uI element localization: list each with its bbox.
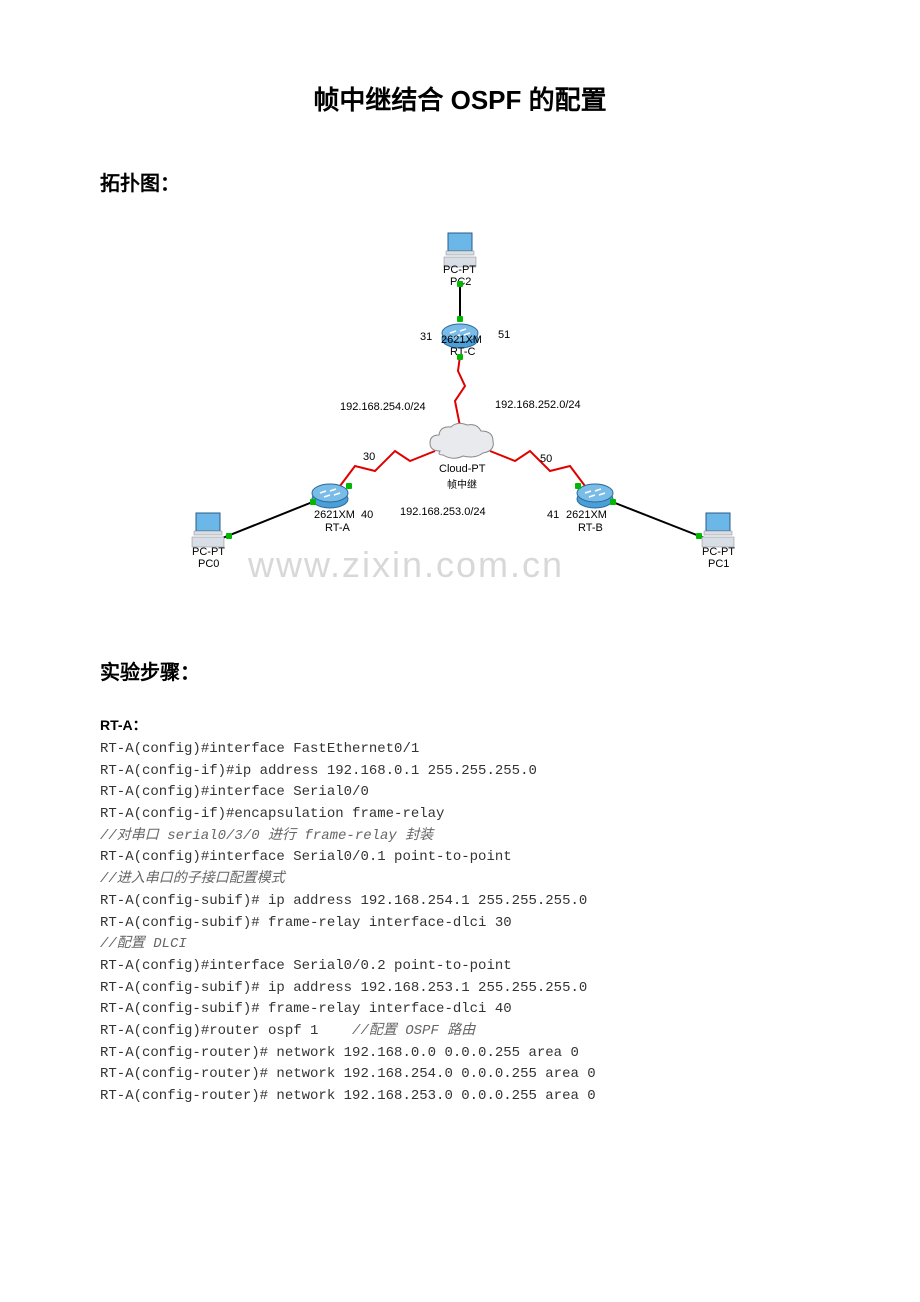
cloud-label-name: 帧中继 — [447, 476, 477, 491]
code-line: RT-A(config-if)#ip address 192.168.0.1 2… — [100, 761, 820, 783]
steps-heading: 实验步骤： — [100, 656, 820, 685]
cloud-label-type: Cloud-PT — [439, 463, 485, 475]
link-dot — [575, 483, 581, 489]
code-comment: //进入串口的子接口配置模式 — [100, 869, 820, 891]
config-code-block: RT-A(config)#interface FastEthernet0/1 R… — [100, 739, 820, 1108]
dlci-50: 50 — [540, 453, 552, 465]
dlci-51: 51 — [498, 329, 510, 341]
code-line: RT-A(config-router)# network 192.168.0.0… — [100, 1043, 820, 1065]
rtb-label-name: RT-B — [578, 522, 603, 534]
dlci-31: 31 — [420, 331, 432, 343]
link-dot — [346, 483, 352, 489]
topology-heading: 拓扑图： — [100, 167, 820, 196]
code-line: RT-A(config)#interface Serial0/0.2 point… — [100, 956, 820, 978]
rta-label-type: 2621XM — [314, 509, 355, 521]
code-line: RT-A(config-router)# network 192.168.253… — [100, 1086, 820, 1108]
page-title: 帧中继结合 OSPF 的配置 — [100, 80, 820, 117]
code-line: RT-A(config-if)#encapsulation frame-rela… — [100, 804, 820, 826]
topology-diagram: PC-PT PC2 31 51 2621XM RT-C 192.168.254.… — [100, 226, 820, 606]
code-line: RT-A(config)#router ospf 1 //配置 OSPF 路由 — [100, 1021, 820, 1043]
rtb-label-type: 2621XM — [566, 509, 607, 521]
pc0-label-type: PC-PT — [192, 546, 225, 558]
link-dot — [226, 533, 232, 539]
pc1-label-type: PC-PT — [702, 546, 735, 558]
router-section-label: RT-A： — [100, 715, 820, 735]
code-comment: //配置 DLCI — [100, 934, 820, 956]
code-line: RT-A(config-router)# network 192.168.254… — [100, 1064, 820, 1086]
dlci-30: 30 — [363, 451, 375, 463]
dlci-40: 40 — [361, 509, 373, 521]
code-line: RT-A(config)#interface Serial0/0.1 point… — [100, 847, 820, 869]
code-comment: //对串口 serial0/3/0 进行 frame-relay 封装 — [100, 826, 820, 848]
link-dot — [457, 316, 463, 322]
link-dot — [457, 281, 463, 287]
link-dot — [610, 499, 616, 505]
link-dot — [457, 354, 463, 360]
net-253-label: 192.168.253.0/24 — [400, 506, 486, 518]
code-line: RT-A(config)#interface Serial0/0 — [100, 782, 820, 804]
pc1-label-name: PC1 — [708, 558, 729, 570]
net-252-label: 192.168.252.0/24 — [495, 399, 581, 411]
link-dot — [696, 533, 702, 539]
link-dot — [310, 499, 316, 505]
code-line: RT-A(config)#interface FastEthernet0/1 — [100, 739, 820, 761]
rta-label-name: RT-A — [325, 522, 350, 534]
code-line: RT-A(config-subif)# ip address 192.168.2… — [100, 891, 820, 913]
pc0-label-name: PC0 — [198, 558, 219, 570]
code-line: RT-A(config-subif)# ip address 192.168.2… — [100, 978, 820, 1000]
rtc-label-type: 2621XM — [441, 334, 482, 346]
code-line: RT-A(config-subif)# frame-relay interfac… — [100, 913, 820, 935]
dlci-41: 41 — [547, 509, 559, 521]
net-254-label: 192.168.254.0/24 — [340, 401, 426, 413]
pc2-label-type: PC-PT — [443, 264, 476, 276]
code-line: RT-A(config-subif)# frame-relay interfac… — [100, 999, 820, 1021]
